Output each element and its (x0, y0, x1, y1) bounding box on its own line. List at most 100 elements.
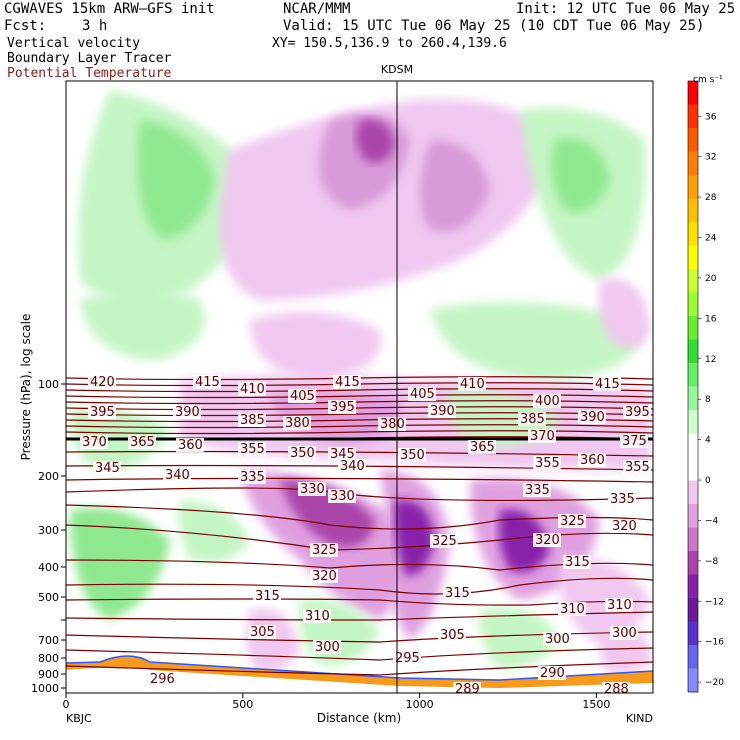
x-tick-label: 500 (232, 698, 253, 711)
x-axis-title: Distance (km) (317, 711, 401, 725)
colorbar-label: 4 (705, 436, 711, 446)
colorbar-swatch (688, 128, 698, 152)
chart-title: KDSM (381, 63, 413, 76)
contour-label-bg (428, 404, 456, 418)
w-blob (356, 119, 395, 163)
colorbar-swatch (688, 151, 698, 176)
contour-label-bg (173, 405, 201, 419)
colorbar-swatch (688, 645, 698, 669)
xy-range: XY= 150.5,136.9 to 260.4,139.6 (272, 36, 507, 51)
w-blob (220, 99, 560, 300)
y-tick-label: 200 (38, 470, 59, 483)
x-tick-label: 1500 (582, 698, 610, 711)
theta-label: 300 (612, 626, 637, 641)
contour-label-bg (393, 651, 421, 665)
w-blob (178, 500, 250, 563)
center-label: NCAR/MMM (283, 1, 351, 17)
colorbar-frame (687, 80, 699, 693)
contour-label-bg (518, 412, 546, 426)
theta-label: 315 (445, 586, 470, 601)
colorbar-swatch (688, 598, 698, 622)
y-tick-label: 400 (38, 561, 59, 574)
colorbar-label: 32 (705, 153, 716, 163)
contour-label-bg (328, 447, 356, 461)
colorbar-swatch (688, 81, 698, 105)
colorbar-label: −12 (705, 597, 724, 607)
fcst-label: Fcst: (4, 18, 47, 34)
theta-label: 415 (335, 375, 360, 390)
y-tick-label: 1000 (31, 682, 59, 695)
contour-label-bg (458, 377, 486, 391)
theta-label: 380 (380, 417, 405, 432)
theta-label: 390 (175, 405, 200, 420)
contour-label-bg (430, 534, 458, 548)
contour-label-bg (468, 440, 496, 454)
theta-line (66, 424, 653, 429)
contour-label-bg (533, 533, 561, 547)
theta-label: 296 (150, 672, 175, 687)
contour-label-bg (128, 435, 156, 449)
theta-label: 300 (545, 632, 570, 647)
colorbar-label: 24 (705, 234, 717, 244)
w-blob (80, 290, 205, 360)
contour-label-bg (80, 435, 108, 449)
contour-label-bg (443, 586, 471, 600)
y-tick-label: 500 (38, 591, 59, 604)
colorbar-label: 20 (705, 274, 717, 284)
contour-label-bg (610, 626, 638, 640)
theta-label: 405 (290, 389, 315, 404)
valid-time: Valid: 15 UTC Tue 06 May 25 (10 CDT Tue … (283, 18, 705, 34)
contour-label-bg (578, 453, 606, 467)
theta-label: 365 (470, 440, 495, 455)
theta-contour-labels: 420 415 410 405 415 405 410 400 415 395 390 385 380 3… (80, 375, 651, 693)
contour-label-bg (563, 555, 591, 569)
colorbar-swatch (688, 480, 698, 505)
colorbar-swatch (688, 668, 698, 693)
theta-label: 360 (178, 438, 203, 453)
theta-label: 395 (90, 405, 115, 420)
theta-label: 370 (82, 435, 107, 450)
theta-line (66, 406, 653, 411)
colorbar-swatch (688, 410, 698, 434)
y-tick-label: 700 (38, 634, 59, 647)
contour-label-bg (623, 460, 651, 474)
contour-label-bg (310, 543, 338, 557)
colorbar-unit: cm s⁻¹ (693, 75, 723, 85)
contour-label-bg (288, 446, 316, 460)
field-bl-tracer: Boundary Layer Tracer (7, 51, 172, 66)
endpoint-left: KBJC (66, 712, 92, 725)
contour-label-bg (238, 413, 266, 427)
theta-label: 360 (580, 453, 605, 468)
theta-label: 310 (607, 598, 632, 613)
theta-label: 410 (240, 382, 265, 397)
colorbar-swatch (688, 269, 698, 293)
contour-label-bg (163, 468, 191, 482)
y-tick-label: 800 (38, 652, 59, 665)
theta-label: 355 (625, 460, 650, 475)
contour-label-bg (578, 410, 606, 424)
colorbar-swatch (688, 386, 698, 411)
theta-label: 375 (622, 434, 647, 449)
colorbar-swatch (688, 527, 698, 552)
theta-line (66, 647, 653, 661)
contour-label-bg (408, 387, 436, 401)
y-tick-label: 300 (38, 524, 59, 537)
contour-label-bg (438, 628, 466, 642)
colorbar-swatch (688, 363, 698, 387)
theta-contours (66, 376, 653, 676)
field-vertical-velocity: Vertical velocity (7, 36, 141, 51)
contour-label-bg (543, 632, 571, 646)
colorbar-swatch (688, 504, 698, 528)
colorbar-swatch (688, 574, 698, 599)
contour-label-bg (398, 448, 426, 462)
theta-label: 345 (330, 447, 355, 462)
contour-label-bg (88, 405, 116, 419)
contour-label-bg (593, 377, 621, 391)
theta-line (66, 388, 653, 393)
contour-label-bg (88, 375, 116, 389)
theta-label: 340 (165, 468, 190, 483)
theta-line (66, 400, 653, 405)
contour-label-bg (528, 429, 556, 443)
x-tick-label: 0 (63, 698, 70, 711)
